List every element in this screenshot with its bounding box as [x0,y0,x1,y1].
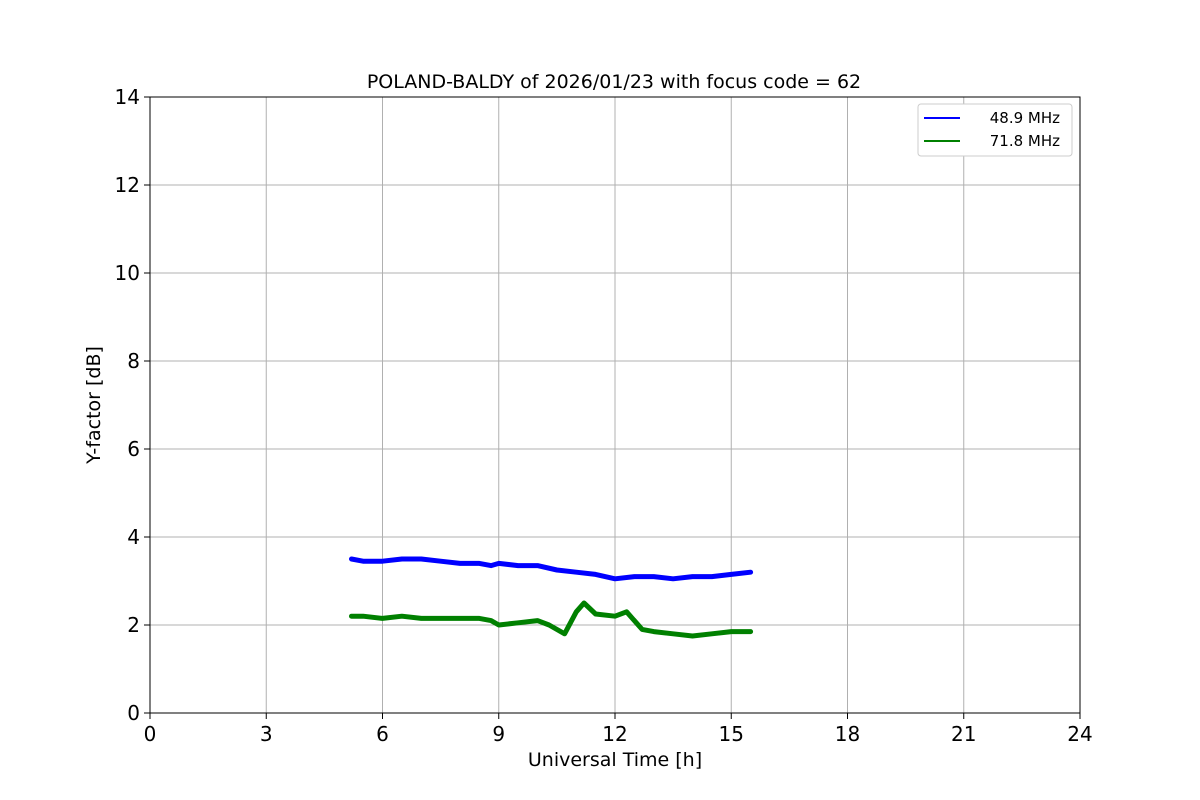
legend-label-2: 71.8 MHz [990,132,1060,150]
series-line-1 [349,556,754,582]
x-tick-label: 15 [719,722,744,746]
y-tick-label: 8 [127,349,140,373]
chart-title: POLAND-BALDY of 2026/01/23 with focus co… [367,71,861,93]
y-tick-label: 2 [127,613,140,637]
x-tick-label: 6 [376,722,389,746]
y-tick-label: 12 [115,173,140,197]
x-axis-label: Universal Time [h] [528,749,702,771]
y-tick-label: 4 [127,525,140,549]
x-tick-label: 3 [260,722,273,746]
y-tick-label: 10 [115,261,140,285]
legend: 48.9 MHz 71.8 MHz [917,103,1073,157]
x-tick-label: 9 [492,722,505,746]
y-axis-label: Y-factor [dB] [83,346,105,465]
y-tick-label: 0 [127,701,140,725]
x-tick-label: 0 [144,722,157,746]
legend-label-1: 48.9 MHz [990,109,1060,127]
x-tick-label: 21 [951,722,976,746]
x-tick-label: 12 [602,722,627,746]
y-tick-label: 6 [127,437,140,461]
y-tick-label: 14 [115,85,140,109]
series-line-2 [349,600,754,639]
x-tick-label: 24 [1067,722,1092,746]
x-tick-label: 18 [835,722,860,746]
series-group [349,556,754,639]
